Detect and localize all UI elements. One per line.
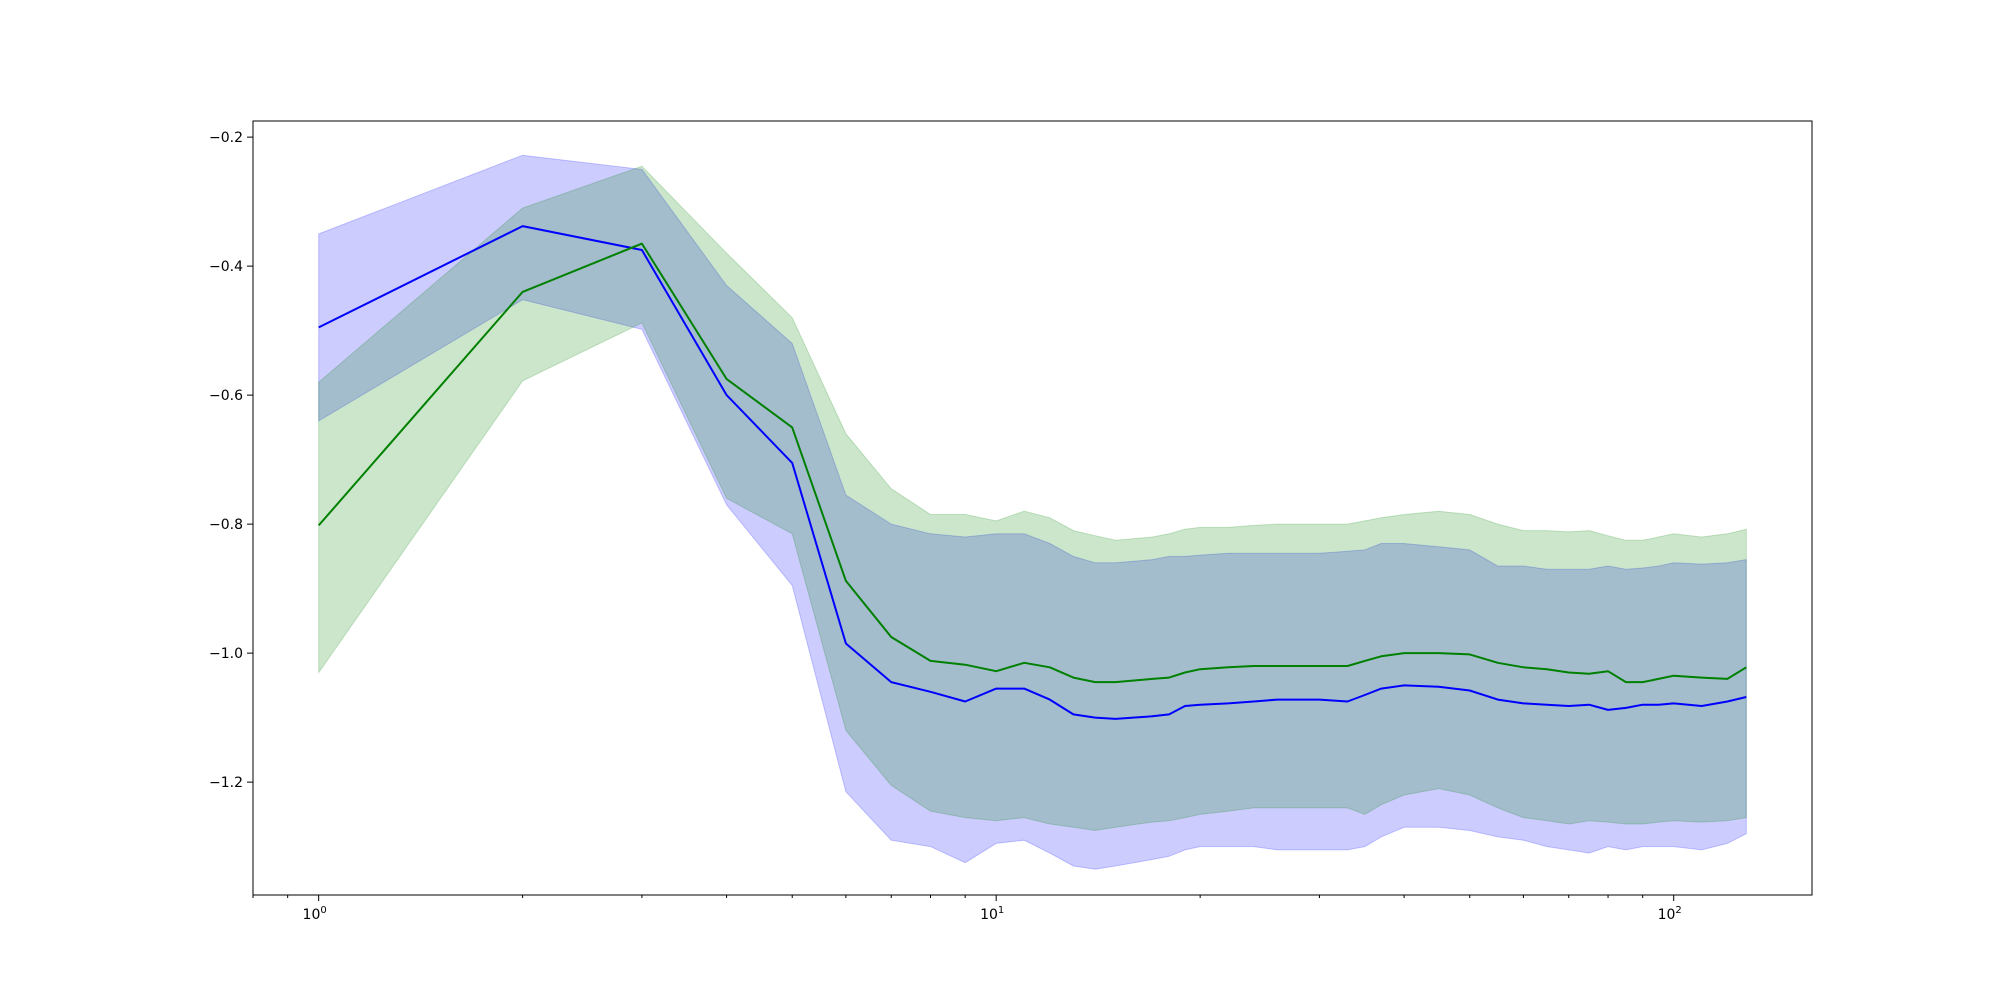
x-tick-label: 101 [980,905,1004,923]
y-tick-label: −0.4 [209,259,243,275]
y-tick-label: −0.6 [209,388,243,404]
series-1-band [318,154,1747,870]
axes-frame [252,120,1813,896]
y-tick-label: −0.8 [209,517,243,533]
x-tick-label: 102 [1658,905,1682,923]
y-tick-label: −1.0 [209,646,243,662]
series-2-band [318,165,1747,832]
y-tick-label: −0.2 [209,130,243,146]
series-1-line [318,225,1747,720]
y-tick-label: −1.2 [209,775,243,791]
x-tick-label: 100 [303,905,327,923]
axes: −0.2 −0.4 −0.6 −0.8 −1.0 −1.2 100 101 102 [209,120,1813,923]
series-2-line [317,242,1747,684]
plot-area [317,154,1747,870]
